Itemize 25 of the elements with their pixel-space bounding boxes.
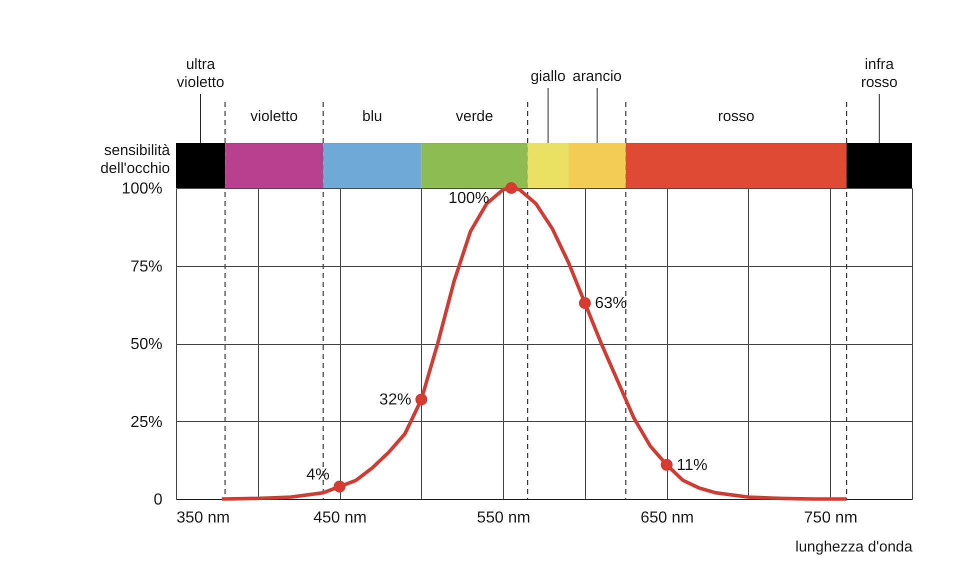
x-tick-label: 350 nm (176, 510, 230, 526)
band-label: blu (362, 108, 382, 125)
data-label: 32% (379, 391, 412, 408)
x-axis-title: lunghezza d'onda (795, 538, 914, 556)
data-label: 11% (676, 456, 708, 474)
data-label: 4% (306, 466, 330, 484)
band-label: giallo (530, 68, 566, 85)
x-tick-label: 750 nm (804, 510, 858, 526)
x-tick-label: 650 nm (640, 510, 694, 526)
data-label: 63% (594, 295, 627, 312)
band-label: violetto (250, 108, 298, 125)
band-label: rosso (718, 108, 755, 125)
data-label: 100% (448, 190, 490, 207)
y-tick-label: 50% (130, 336, 162, 353)
x-tick-label: 550 nm (476, 510, 530, 526)
y-tick-label: 100% (122, 180, 162, 198)
band-label: verde (456, 108, 494, 125)
x-tick-label: 450 nm (313, 510, 367, 526)
y-axis-title: sensibilità dell'occhio (100, 142, 171, 177)
y-tick-label: 75% (130, 258, 162, 276)
band-label: arancio (572, 68, 622, 85)
y-tick-label: 0 (154, 492, 163, 508)
band-label: infra rosso (860, 56, 898, 91)
y-tick-label: 25% (130, 414, 162, 431)
band-label: ultra violetto (176, 56, 224, 91)
